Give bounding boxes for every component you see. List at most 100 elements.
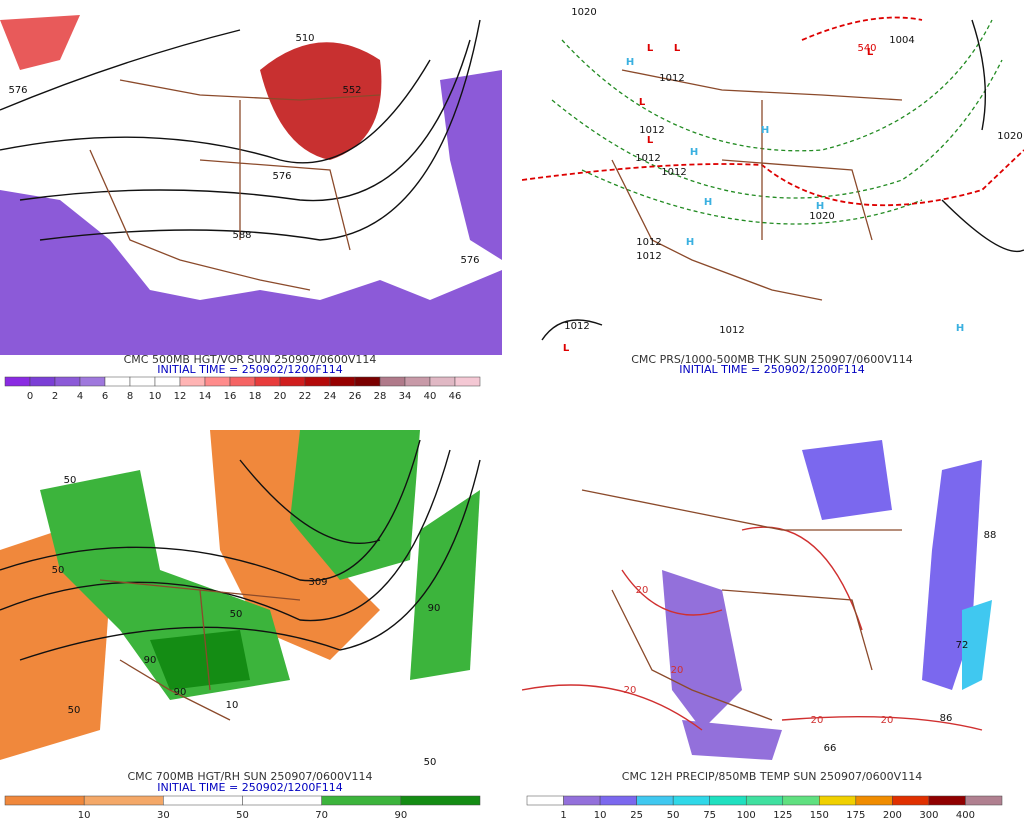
colorbar-swatch: [379, 376, 406, 387]
colorbar-swatch: [526, 795, 564, 806]
colorbar-swatch: [104, 376, 131, 387]
map-label: 10: [226, 700, 239, 711]
colorbar-swatch: [329, 376, 356, 387]
map-label: L: [639, 97, 646, 108]
colorbar-swatch: [636, 795, 674, 806]
colorbar-swatch: [892, 795, 930, 806]
colorbar-label: 75: [703, 810, 716, 819]
map-label: L: [674, 43, 681, 54]
colorbar-label: 10: [594, 810, 607, 819]
panel: CMC 12H PRECIP/850MB TEMP SUN 250907/060…: [522, 430, 1024, 819]
colorbar-swatch: [599, 795, 637, 806]
map-label: 90: [174, 687, 187, 698]
panel: CMC PRS/1000-500MB THK SUN 250907/0600V1…: [522, 0, 1024, 376]
initial-time: INITIAL TIME = 250902/1200F114: [157, 363, 342, 376]
border: [99, 579, 301, 721]
border: [611, 69, 903, 301]
colorbar-swatch: [855, 795, 893, 806]
colorbar-label: 10: [149, 391, 162, 400]
colorbar-label: 24: [324, 391, 337, 400]
colorbar-swatch: [429, 376, 456, 387]
map-label: L: [647, 135, 654, 146]
colorbar-swatch: [242, 795, 322, 806]
colorbar-swatch: [672, 795, 710, 806]
temp-contour: [522, 526, 983, 731]
colorbar-swatch: [563, 795, 601, 806]
map-label: 20: [881, 715, 894, 726]
colorbar-swatch: [400, 795, 481, 806]
map-label: 86: [940, 713, 953, 724]
precip-area: [802, 440, 892, 520]
map-label: 540: [857, 43, 876, 54]
height-contour: [0, 439, 481, 661]
border: [581, 489, 902, 721]
map-label: 50: [230, 609, 243, 620]
colorbar-label: 90: [394, 810, 407, 819]
map-label: 552: [342, 85, 361, 96]
map: [522, 0, 1024, 355]
colorbar-swatch: [79, 376, 106, 387]
colorbar-swatch: [4, 795, 85, 806]
vorticity-area: [0, 190, 502, 355]
colorbar-label: 300: [919, 810, 938, 819]
border: [89, 79, 381, 291]
map-label: 576: [272, 171, 291, 182]
map-label: L: [647, 43, 654, 54]
colorbar-label: 100: [737, 810, 756, 819]
colorbar-swatch: [83, 795, 164, 806]
colorbar-swatch: [204, 376, 231, 387]
colorbar-swatch: [4, 376, 31, 387]
colorbar-label: 200: [883, 810, 902, 819]
map-label: 50: [52, 565, 65, 576]
map-label: 1012: [661, 167, 686, 178]
vorticity-area: [260, 42, 382, 160]
colorbar-label: 175: [846, 810, 865, 819]
pressure-contour: [541, 19, 1024, 341]
map-label: 1012: [719, 325, 744, 336]
map-label: L: [867, 47, 874, 58]
colorbar-label: 14: [199, 391, 212, 400]
map-label: L: [563, 343, 570, 354]
initial-time: INITIAL TIME = 250902/1200F114: [157, 781, 342, 794]
map-label: 20: [624, 685, 637, 696]
colorbar-swatch: [819, 795, 857, 806]
thickness-contour: [551, 19, 1003, 225]
panel: CMC 700MB HGT/RH SUN 250907/0600V114 INI…: [0, 430, 502, 819]
colorbar-label: 22: [299, 391, 312, 400]
colorbar-swatch: [965, 795, 1003, 806]
colorbar-swatch: [154, 376, 181, 387]
colorbar-label: 8: [127, 391, 133, 400]
vorticity-area: [0, 15, 80, 70]
panel: CMC 500MB HGT/VOR SUN 250907/0600V114 IN…: [0, 13, 502, 400]
map-label: H: [686, 237, 694, 248]
rh-area: [150, 630, 250, 690]
caption: CMC 700MB HGT/RH SUN 250907/0600V114: [127, 770, 372, 783]
colorbar-swatch: [254, 376, 281, 387]
colorbar-label: 30: [157, 810, 170, 819]
map-label: 20: [811, 715, 824, 726]
colorbar-swatch: [129, 376, 156, 387]
colorbar-label: 150: [810, 810, 829, 819]
map-label: 309: [308, 577, 327, 588]
map-label: 576: [8, 85, 27, 96]
map-label: 1004: [889, 35, 914, 46]
map-label: 1012: [636, 251, 661, 262]
map-label: 90: [428, 603, 441, 614]
colorbar-swatch: [321, 795, 402, 806]
map-label: H: [761, 125, 769, 136]
map-label: 88: [984, 530, 997, 541]
map-label: 1012: [659, 73, 684, 84]
rh-area: [210, 430, 380, 660]
colorbar-swatch: [304, 376, 331, 387]
map-label: 576: [460, 255, 479, 266]
colorbar-label: 26: [349, 391, 362, 400]
caption: CMC 500MB HGT/VOR SUN 250907/0600V114: [124, 353, 377, 366]
map-label: 1012: [564, 321, 589, 332]
colorbar-label: 1: [560, 810, 566, 819]
map-label: 20: [671, 665, 684, 676]
map-label: 1012: [635, 153, 660, 164]
colorbar-label: 16: [224, 391, 237, 400]
map-label: 1012: [636, 237, 661, 248]
map-label: 20: [636, 585, 649, 596]
